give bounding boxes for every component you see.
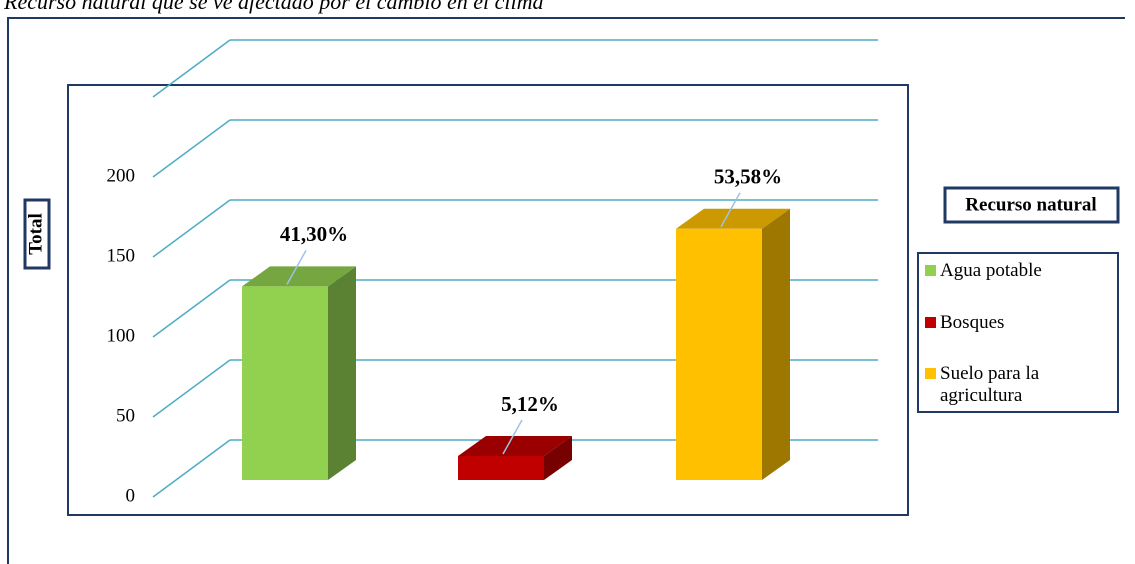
grid-line: [152, 439, 231, 498]
bar-side: [544, 436, 572, 480]
bar-side: [328, 266, 356, 480]
legend-title: Recurso natural: [965, 194, 1096, 215]
grid-line: [152, 39, 231, 98]
bar-top: [242, 266, 356, 287]
y-tick-label: 0: [126, 485, 136, 506]
chart-title: Recurso natural que se ve afectado por e…: [3, 0, 543, 14]
y-axis-label: Total: [25, 213, 46, 255]
bar-top: [458, 436, 572, 456]
y-tick-label: 200: [107, 165, 136, 186]
legend-swatch: [925, 368, 936, 379]
legend-label: Agua potable: [940, 260, 1042, 281]
legend-swatch: [925, 265, 936, 276]
y-tick-label: 100: [107, 325, 136, 346]
grid-line: [152, 359, 231, 418]
grid-line: [152, 119, 231, 178]
bar-side: [762, 208, 790, 481]
grid-line: [152, 199, 231, 258]
legend-label: Suelo para la agricultura: [940, 363, 1040, 406]
bar-top: [676, 208, 790, 229]
leader-line: [502, 419, 523, 455]
leader-line: [720, 192, 741, 228]
data-label: 41,30%: [280, 222, 348, 246]
plot-frame: [67, 84, 909, 516]
grid-line: [152, 279, 231, 338]
legend-swatch: [925, 317, 936, 328]
legend-label: Bosques: [940, 312, 1005, 333]
data-label: 5,12%: [501, 392, 559, 416]
outer-frame: [7, 17, 1125, 564]
legend-box: [917, 252, 1119, 413]
leader-line: [286, 250, 307, 285]
bar: [242, 286, 328, 480]
bar: [458, 456, 544, 480]
data-label: 53,58%: [714, 165, 782, 189]
y-tick-label: 150: [107, 245, 136, 266]
bar: [676, 228, 762, 480]
legend-title-box: [943, 186, 1120, 224]
y-label-box: [23, 198, 51, 270]
y-tick-label: 50: [116, 405, 135, 426]
